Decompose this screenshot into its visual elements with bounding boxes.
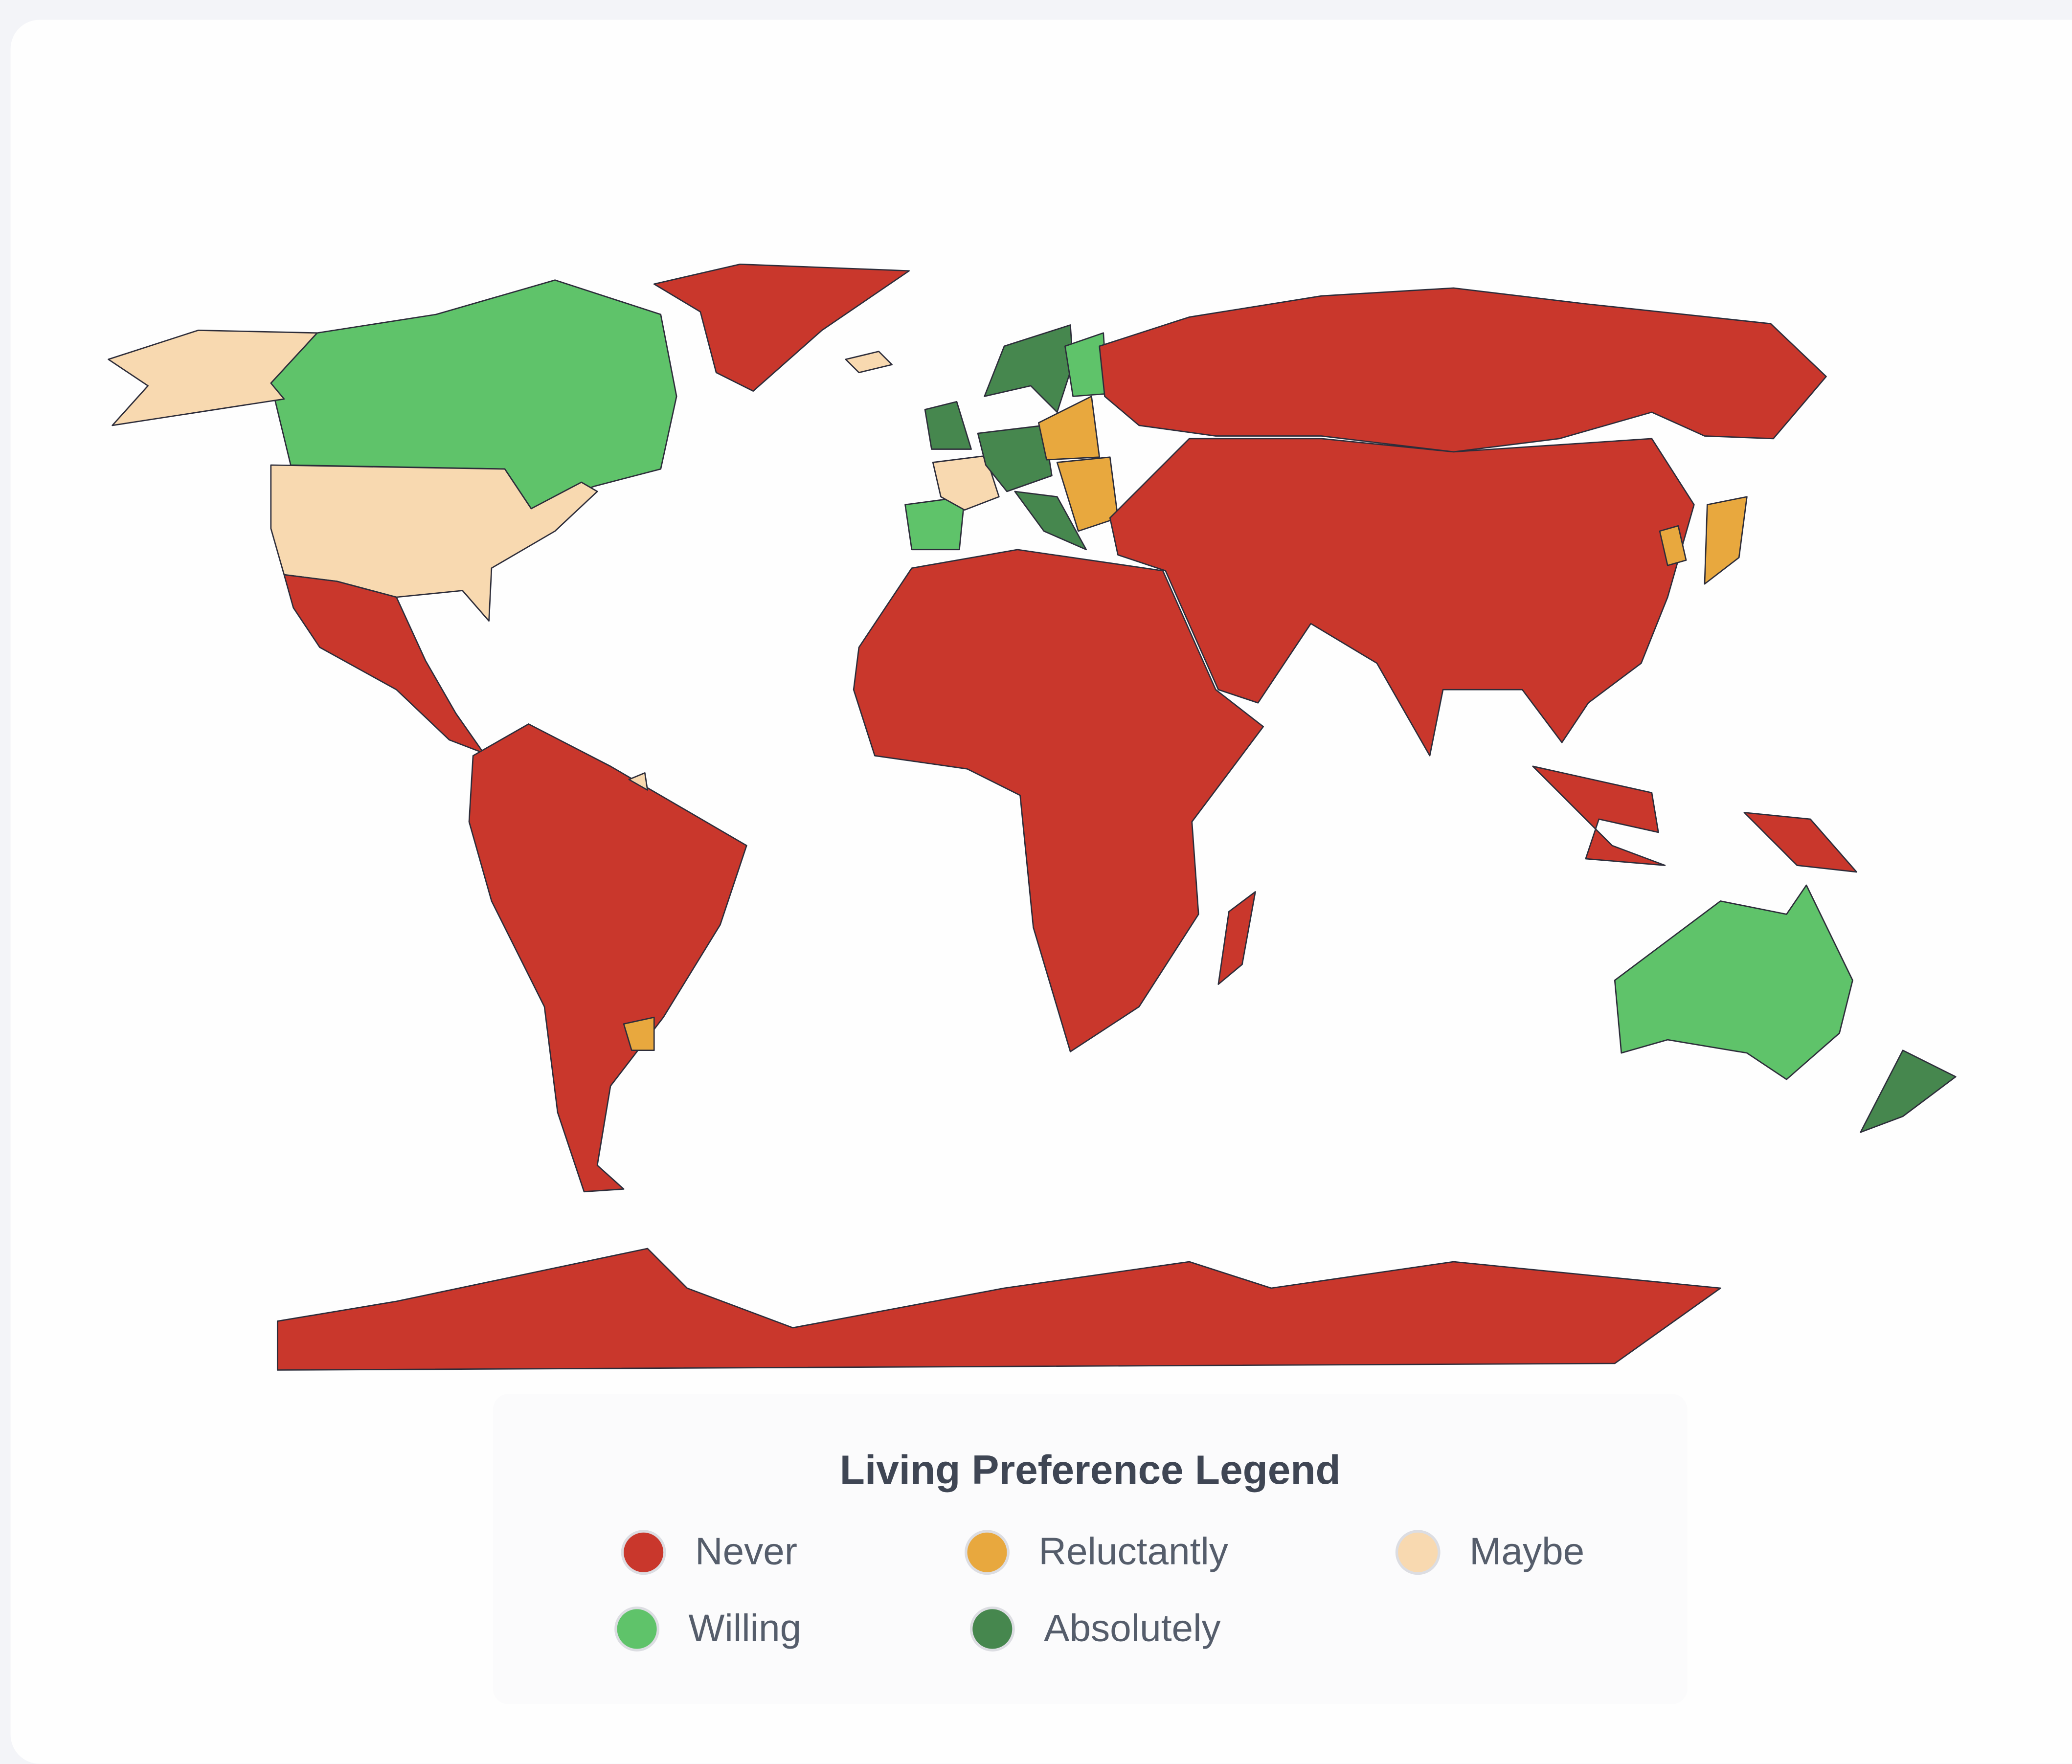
region-antarctica[interactable] [276, 1248, 1721, 1371]
region-norway-sweden[interactable] [984, 324, 1074, 413]
region-united-kingdom[interactable] [924, 401, 972, 450]
region-uruguay[interactable] [623, 1016, 655, 1051]
legend-item-willing: Willing [614, 1607, 801, 1652]
legend-swatch-willing [614, 1607, 660, 1652]
legend-title: Living Preference Legend [839, 1447, 1341, 1493]
region-japan[interactable] [1704, 496, 1748, 585]
region-korea[interactable] [1659, 525, 1687, 566]
region-australia[interactable] [1614, 884, 1853, 1080]
legend: Living Preference Legend Never Reluctant… [493, 1394, 1688, 1704]
legend-label-absolutely: Absolutely [1044, 1607, 1221, 1650]
legend-swatch-absolutely [969, 1607, 1015, 1652]
region-asia[interactable] [1109, 438, 1695, 757]
region-new-guinea[interactable] [1743, 812, 1857, 873]
region-italy[interactable] [1014, 491, 1087, 551]
region-poland-baltics[interactable] [1038, 396, 1100, 461]
region-madagascar[interactable] [1217, 891, 1256, 985]
world-map [108, 263, 1957, 1371]
region-alaska[interactable] [108, 330, 318, 426]
region-russia[interactable] [1099, 287, 1827, 453]
region-greenland[interactable] [653, 263, 910, 392]
legend-item-absolutely: Absolutely [969, 1607, 1221, 1652]
legend-label-never: Never [695, 1530, 797, 1573]
region-mexico-central-america[interactable] [283, 574, 485, 754]
legend-swatch-maybe [1395, 1530, 1441, 1575]
legend-label-reluctantly: Reluctantly [1038, 1530, 1228, 1573]
legend-label-maybe: Maybe [1469, 1530, 1585, 1573]
page: Living Preference Legend Never Reluctant… [10, 20, 2072, 1764]
legend-swatch-never [621, 1530, 666, 1575]
region-france[interactable] [932, 455, 1000, 511]
region-new-zealand[interactable] [1860, 1049, 1957, 1133]
region-iceland[interactable] [845, 351, 893, 374]
legend-item-maybe: Maybe [1395, 1530, 1585, 1575]
region-indonesia[interactable] [1532, 765, 1666, 866]
region-french-guiana[interactable] [628, 772, 649, 791]
legend-label-willing: Willing [688, 1607, 802, 1650]
legend-swatch-reluctantly [965, 1530, 1010, 1575]
legend-item-reluctantly: Reluctantly [965, 1530, 1228, 1575]
region-south-america[interactable] [468, 723, 747, 1193]
legend-item-never: Never [621, 1530, 797, 1575]
region-africa[interactable] [853, 549, 1264, 1052]
region-central-europe[interactable] [977, 424, 1053, 492]
